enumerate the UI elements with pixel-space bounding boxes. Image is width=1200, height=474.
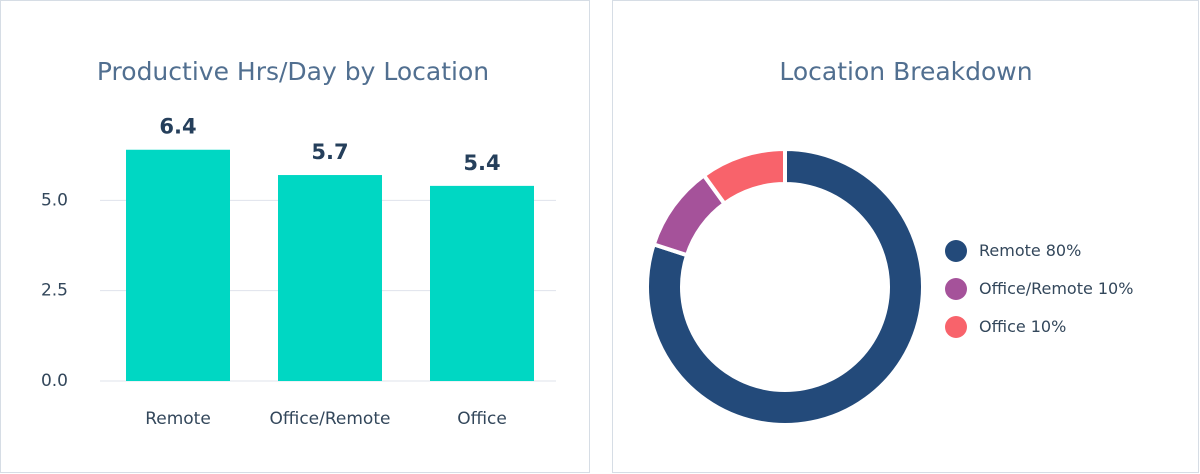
x-tick-label: Remote [145,409,211,429]
legend-marker [945,240,967,262]
value-label: 5.7 [311,140,348,164]
x-tick-label: Office [457,409,507,429]
legend-label: Office 10% [979,317,1066,336]
y-tick-label: 5.0 [41,190,68,210]
donut-slice [701,146,787,207]
legend-value: 10% [1098,279,1134,298]
donut-slice [645,146,925,427]
bar [430,185,534,381]
value-label: 6.4 [159,115,196,139]
legend-value: 10% [1031,317,1067,336]
legend-name: Office [979,317,1026,336]
bar [126,149,230,381]
legend-label: Remote 80% [979,241,1081,260]
bar [278,175,382,381]
chart-title: Location Breakdown [779,57,1032,86]
legend-name: Office/Remote [979,279,1093,298]
legend-value: 80% [1046,241,1082,260]
y-tick-label: 0.0 [41,371,68,391]
legend-name: Remote [979,241,1041,260]
legend-marker [945,278,967,300]
chart-title: Productive Hrs/Day by Location [97,57,489,86]
legend-label: Office/Remote 10% [979,279,1133,298]
y-tick-label: 2.5 [41,281,68,301]
value-label: 5.4 [463,151,500,175]
x-tick-label: Office/Remote [270,409,391,429]
legend-marker [945,316,967,338]
